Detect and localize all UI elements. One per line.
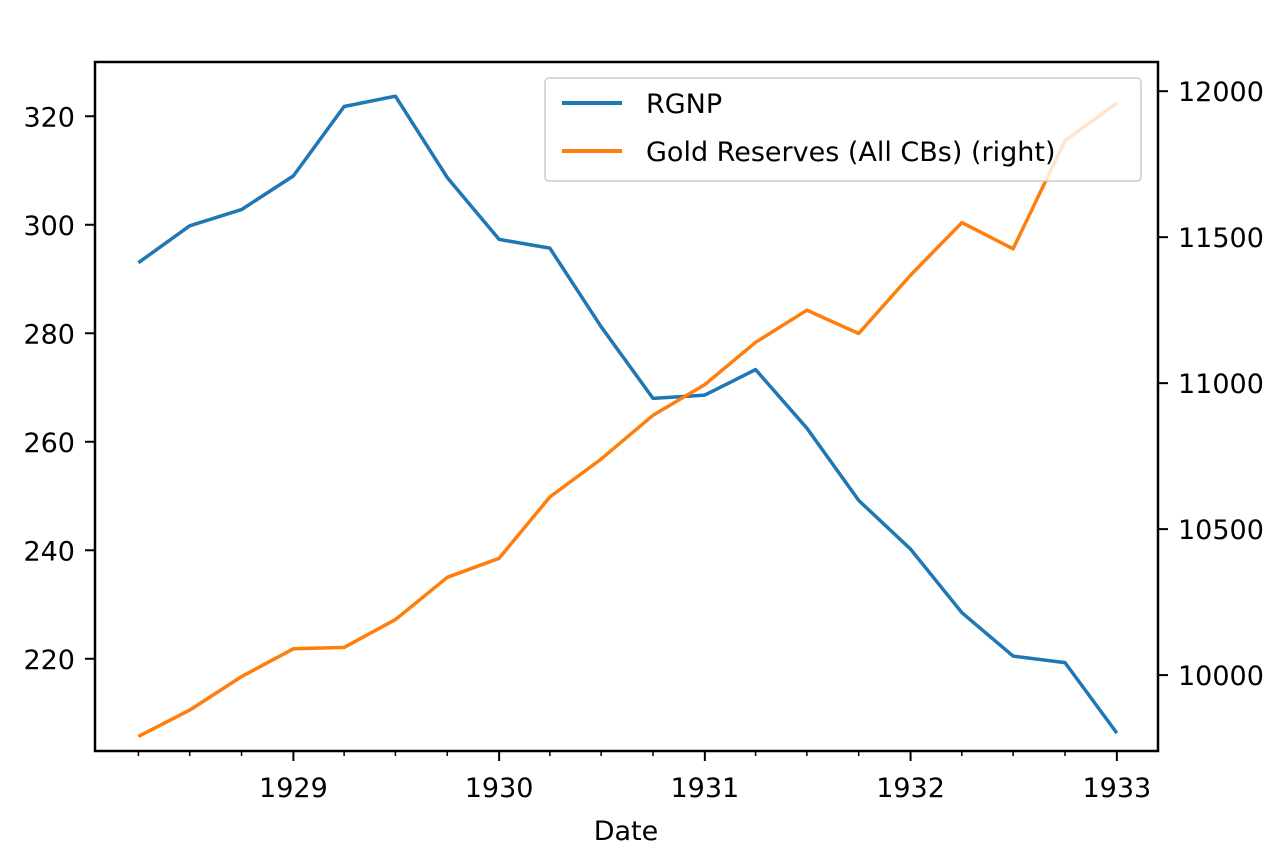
y-left-tick-label: 220 bbox=[23, 645, 75, 676]
y-left-tick-label: 320 bbox=[23, 102, 75, 133]
y-left-tick-label: 260 bbox=[23, 428, 75, 459]
legend-box bbox=[544, 77, 1142, 182]
y-right-tick-label: 10000 bbox=[1178, 661, 1264, 692]
x-axis: 1929 1930 1931 1932 1933 bbox=[137, 751, 1151, 804]
y-left-tick-label: 240 bbox=[23, 536, 75, 567]
y-right-tick-label: 11500 bbox=[1178, 223, 1264, 254]
legend-entry-rgnp: RGNP bbox=[646, 89, 722, 120]
y-right-tick-label: 12000 bbox=[1178, 77, 1264, 108]
y-left-tick-label: 280 bbox=[23, 319, 75, 350]
series-layer bbox=[137, 94, 1119, 738]
x-tick-label: 1929 bbox=[259, 773, 328, 804]
plot-frame bbox=[93, 60, 1160, 753]
legend-entry-gold-reserves: Gold Reserves (All CBs) (right) bbox=[646, 137, 1056, 168]
legend: RGNP Gold Reserves (All CBs) (right) bbox=[544, 77, 1142, 182]
y-right-tick-label: 11000 bbox=[1178, 369, 1264, 400]
y-axis-right: 10000 10500 11000 11500 12000 bbox=[1158, 77, 1264, 692]
x-tick-label: 1932 bbox=[876, 773, 945, 804]
y-axis-left: 220 240 260 280 300 320 bbox=[23, 102, 95, 676]
series-line-rgnp bbox=[137, 94, 1119, 735]
x-tick-label: 1930 bbox=[465, 773, 534, 804]
series-line-gold-reserves bbox=[137, 101, 1118, 738]
y-left-tick-label: 300 bbox=[23, 211, 75, 242]
x-tick-label: 1931 bbox=[670, 773, 739, 804]
x-tick-label: 1933 bbox=[1082, 773, 1151, 804]
y-right-tick-label: 10500 bbox=[1178, 515, 1264, 546]
x-axis-label: Date bbox=[594, 816, 659, 847]
